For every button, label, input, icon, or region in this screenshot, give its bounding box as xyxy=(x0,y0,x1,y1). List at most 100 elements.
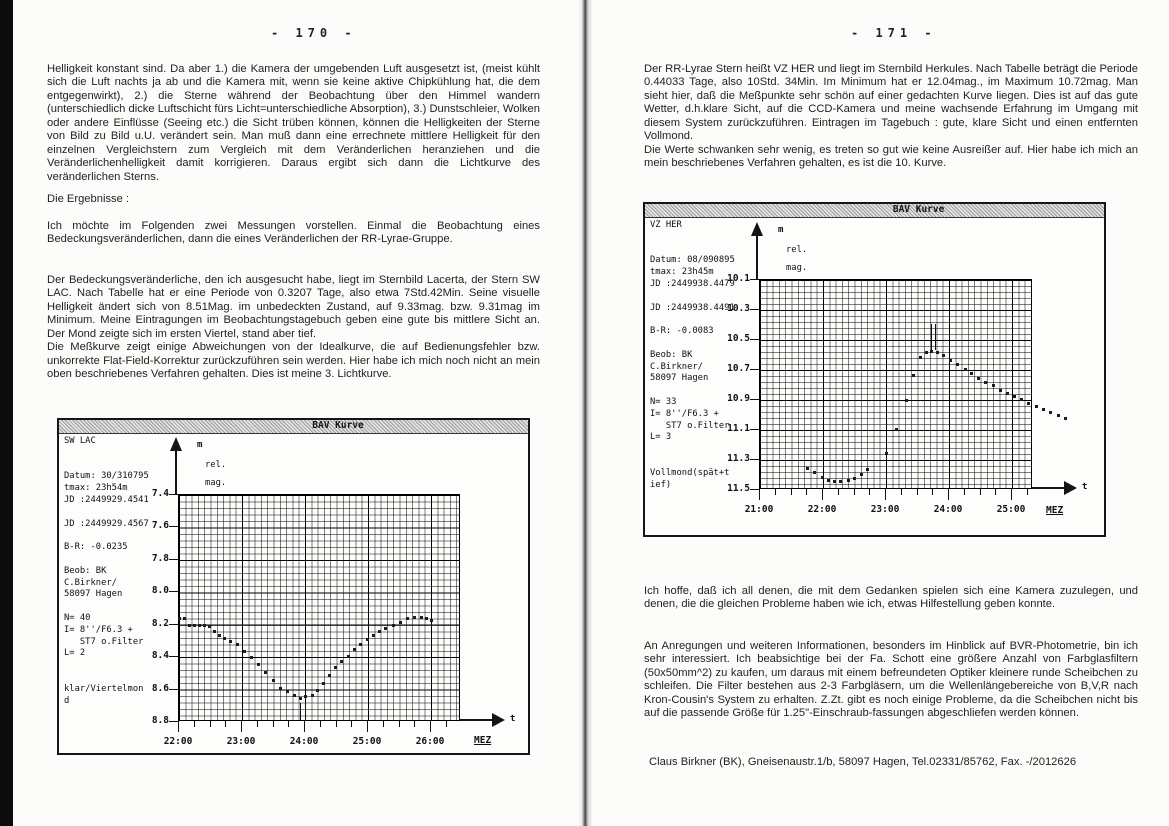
y-tick-mark xyxy=(169,526,178,528)
data-point xyxy=(192,623,196,627)
t-axis-symbol: t xyxy=(1082,482,1088,492)
y-axis-label-mag: mag. xyxy=(786,263,808,273)
x-minor-tick xyxy=(445,721,447,727)
contact-line: Claus Birkner (BK), Gneisenaustr.1/b, 58… xyxy=(649,756,1143,769)
t-axis-line xyxy=(1032,487,1064,489)
time-marker-line xyxy=(934,324,936,350)
y-tick-mark xyxy=(750,429,759,430)
scan-edge-left xyxy=(0,0,13,826)
y-tick-mark xyxy=(169,623,178,625)
x-minor-tick xyxy=(256,721,258,727)
data-point xyxy=(1020,397,1024,401)
observation-info-panel: VZ HER Datum: 08/090895 tmax: 23h45m JD … xyxy=(650,220,735,490)
paragraph: Der Bedeckungsveränderliche, den ich aus… xyxy=(47,274,540,382)
y-tick-mark xyxy=(169,656,178,658)
window-titlebar: BAV Kurve xyxy=(59,420,528,434)
y-tick-mark xyxy=(169,494,178,495)
x-minor-tick xyxy=(790,489,792,495)
data-point xyxy=(424,617,428,621)
data-point xyxy=(949,358,953,362)
x-tick-mark xyxy=(367,721,368,732)
paragraph-text: An Anregungen und weiteren Informationen… xyxy=(644,640,1138,720)
x-tick-mark xyxy=(948,489,949,500)
data-point xyxy=(833,480,837,483)
data-point xyxy=(1027,402,1031,405)
y-tick-mark xyxy=(750,279,759,280)
x-minor-tick xyxy=(209,721,211,727)
x-minor-tick xyxy=(225,721,227,727)
time-marker-line xyxy=(930,324,932,350)
y-tick-label: 8.4 xyxy=(151,650,169,662)
x-minor-tick xyxy=(932,489,934,495)
data-point xyxy=(316,688,320,692)
y-axis-arrow-icon xyxy=(751,222,763,236)
paragraph: Die Ergebnisse : xyxy=(47,193,540,206)
data-point xyxy=(970,372,974,375)
timezone-label: MEZ xyxy=(1046,505,1064,516)
data-point xyxy=(304,695,308,699)
x-tick-label: 21:00 xyxy=(744,504,774,515)
y-tick-label: 11.5 xyxy=(727,483,750,494)
x-minor-tick xyxy=(979,489,981,495)
paragraph-text: Helligkeit konstant sind. Da aber 1.) di… xyxy=(47,63,540,183)
y-tick-label: 7.4 xyxy=(151,488,169,499)
data-point xyxy=(202,623,206,627)
data-point xyxy=(925,351,929,354)
book-spine-shadow xyxy=(577,0,593,826)
y-tick-mark xyxy=(169,591,178,593)
time-marker-line xyxy=(300,703,302,721)
paragraph-text: Ich möchte im Folgenden zwei Messungen v… xyxy=(47,220,540,246)
data-point xyxy=(293,693,297,697)
x-tick-label: 25:00 xyxy=(996,504,1026,515)
y-tick-label: 11.3 xyxy=(727,453,750,464)
data-point xyxy=(912,373,916,377)
data-point xyxy=(322,682,326,686)
paragraph-text: Ich hoffe, daß ich all denen, die mit de… xyxy=(644,585,1138,611)
y-tick-label: 10.5 xyxy=(727,333,750,344)
x-tick-label: 22:00 xyxy=(163,736,193,747)
data-point xyxy=(279,687,283,691)
y-tick-label: 10.7 xyxy=(727,363,750,374)
x-minor-tick xyxy=(963,489,965,495)
data-point xyxy=(384,627,388,631)
y-tick-label: 7.8 xyxy=(151,552,169,564)
data-point xyxy=(365,638,369,642)
x-minor-tick xyxy=(900,489,902,495)
x-tick-mark xyxy=(885,489,886,500)
window-title: BAV Kurve xyxy=(892,204,945,215)
data-point xyxy=(256,662,260,666)
paragraph-text: Claus Birkner (BK), Gneisenaustr.1/b, 58… xyxy=(649,756,1077,768)
x-tick-mark xyxy=(430,721,431,732)
y-axis-label-rel: rel. xyxy=(205,460,227,470)
x-tick-mark xyxy=(304,721,305,732)
data-point xyxy=(1042,408,1046,411)
x-minor-tick xyxy=(916,489,918,495)
window-title: BAV Kurve xyxy=(312,420,364,431)
paragraph-text: Die Ergebnisse : xyxy=(47,193,130,205)
data-point xyxy=(419,615,423,619)
data-point xyxy=(236,643,240,647)
data-point xyxy=(243,649,247,653)
data-point xyxy=(894,427,898,431)
data-point xyxy=(391,623,395,627)
data-point xyxy=(935,351,939,354)
x-tick-label: 26:00 xyxy=(415,736,445,747)
data-point xyxy=(853,477,857,480)
y-tick-mark xyxy=(750,399,759,400)
y-axis-symbol: m xyxy=(778,225,784,235)
y-axis-arrow-icon xyxy=(170,437,182,451)
data-point xyxy=(826,478,830,482)
data-point xyxy=(272,678,276,682)
paragraph-text: Der RR-Lyrae Stern heißt VZ HER und lieg… xyxy=(644,63,1138,143)
x-minor-tick xyxy=(382,721,384,727)
paragraph-text: Die Werte schwanken sehr wenig, es trete… xyxy=(644,143,1138,170)
y-tick-label: 7.6 xyxy=(151,520,169,532)
data-point xyxy=(991,384,995,387)
data-point xyxy=(1049,411,1053,414)
x-tick-label: 25:00 xyxy=(352,736,382,747)
y-tick-label: 8.8 xyxy=(151,715,169,726)
x-minor-tick xyxy=(288,721,290,727)
y-tick-mark xyxy=(750,309,759,310)
x-tick-label: 23:00 xyxy=(226,736,256,747)
